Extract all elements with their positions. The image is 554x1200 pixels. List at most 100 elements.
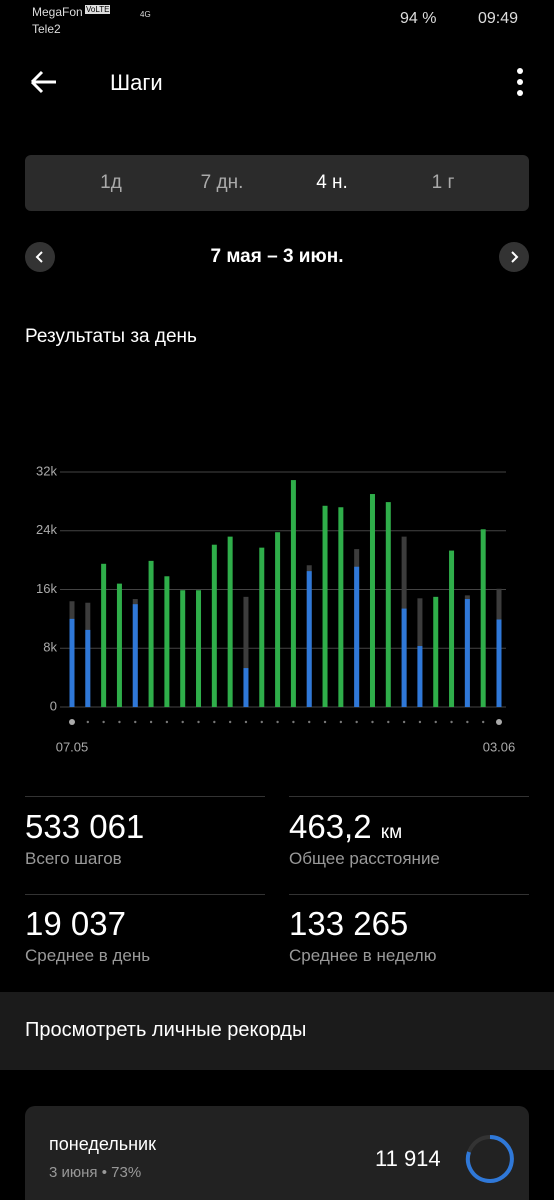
- bar: [243, 596, 249, 707]
- x-tick-label: 07.05: [56, 739, 89, 754]
- bar: [148, 560, 154, 707]
- bar: [369, 494, 375, 707]
- x-dot: [118, 720, 121, 724]
- stat-label: Среднее в неделю: [289, 946, 437, 965]
- menu[interactable]: [510, 66, 530, 98]
- x-dot: [149, 720, 153, 724]
- y-tick-label: 8k: [43, 640, 57, 655]
- stat-label: Среднее в день: [25, 946, 151, 965]
- x-dot: [466, 720, 469, 724]
- tab[interactable]: 1д: [100, 172, 122, 193]
- x-dot: [69, 719, 75, 725]
- x-dot: [496, 719, 502, 725]
- x-dot: [371, 720, 374, 724]
- x-dot: [308, 720, 311, 724]
- stat-unit: км: [380, 822, 403, 843]
- x-dot: [276, 720, 279, 724]
- x-dot: [165, 720, 169, 724]
- back-button[interactable]: [28, 66, 60, 98]
- bar: [354, 566, 360, 707]
- x-dot: [228, 720, 232, 724]
- records-link[interactable]: Просмотреть личные рекорды: [25, 1019, 307, 1041]
- x-dot: [213, 720, 216, 724]
- time: 09:49: [478, 10, 519, 27]
- x-tick-label: 03.06: [483, 739, 516, 754]
- bar: [85, 629, 91, 707]
- title: Шаги: [110, 70, 163, 95]
- x-dot: [292, 720, 295, 724]
- bar: [69, 618, 75, 707]
- x-dot: [181, 720, 184, 724]
- x-dot: [339, 720, 343, 724]
- chart-title: Результаты за день: [25, 326, 197, 347]
- network: 4G: [140, 10, 151, 19]
- y-tick-label: 16k: [36, 581, 57, 596]
- x-dot: [86, 720, 90, 724]
- bar: [227, 536, 233, 707]
- bar: [101, 563, 107, 707]
- bar: [449, 550, 455, 707]
- bar: [322, 505, 328, 707]
- bar: [243, 668, 249, 707]
- bar: [480, 529, 486, 707]
- day-card[interactable]: понедельник 3 июня • 73% 11 914: [25, 1106, 529, 1200]
- x-dot: [197, 720, 200, 724]
- stat-label: Всего шагов: [25, 849, 122, 868]
- x-dot: [450, 720, 453, 724]
- tabs: 1д 7 дн. 4 н. 1 г: [25, 155, 529, 211]
- x-dot: [134, 720, 137, 724]
- y-tick-label: 24k: [36, 522, 57, 537]
- x-dot: [102, 720, 105, 724]
- bar: [417, 646, 423, 707]
- tab-active[interactable]: 4 н.: [316, 172, 348, 193]
- bar: [290, 480, 296, 707]
- stat-label: Общее расстояние: [289, 849, 440, 868]
- bar: [385, 502, 391, 707]
- day-subtitle: 3 июня • 73%: [49, 1164, 142, 1181]
- volte: VoLTE: [85, 5, 111, 14]
- chart: 0 8k 16k 24k 32k 07.05 03.06: [36, 463, 516, 754]
- x-dot: [481, 720, 485, 724]
- bar: [401, 608, 407, 707]
- tab[interactable]: 1 г: [431, 172, 455, 193]
- bar: [211, 544, 217, 707]
- carrier: Tele2: [32, 22, 61, 36]
- bar: [496, 619, 502, 707]
- stat-value: 19 037: [25, 905, 126, 942]
- bar: [116, 583, 122, 707]
- tab[interactable]: 7 дн.: [200, 172, 244, 193]
- stat-number: 463,2: [289, 808, 372, 845]
- bar: [164, 576, 170, 707]
- bar: [464, 599, 470, 707]
- day-name: понедельник: [49, 1134, 156, 1154]
- x-dot: [323, 720, 327, 724]
- records-row[interactable]: Просмотреть личные рекорды: [0, 992, 554, 1070]
- next-button[interactable]: [499, 242, 529, 272]
- bar: [196, 590, 202, 707]
- x-dot: [418, 720, 422, 724]
- progress-ring: [465, 1135, 514, 1183]
- y-tick-label: 0: [50, 698, 57, 713]
- x-dot: [244, 720, 248, 724]
- battery: 94 %: [400, 10, 437, 27]
- carrier: MegaFon: [32, 5, 83, 19]
- stat-value: 133 265: [289, 905, 409, 942]
- x-dot: [387, 720, 390, 724]
- stat-value: 533 061: [25, 808, 145, 845]
- bar: [306, 571, 312, 707]
- bar: [275, 532, 281, 707]
- x-dot: [355, 720, 358, 724]
- bar: [338, 507, 344, 707]
- x-dot: [260, 720, 263, 724]
- y-tick-label: 32k: [36, 463, 57, 478]
- date-range: 7 мая – 3 июн.: [210, 246, 344, 267]
- bar: [259, 547, 265, 707]
- day-steps: 11 914: [375, 1146, 441, 1171]
- x-dot: [402, 720, 406, 724]
- bar: [433, 596, 439, 707]
- bar: [180, 590, 186, 707]
- stat-value: 463,2 км: [289, 808, 402, 846]
- x-dot: [434, 720, 437, 724]
- prev-button[interactable]: [25, 242, 55, 272]
